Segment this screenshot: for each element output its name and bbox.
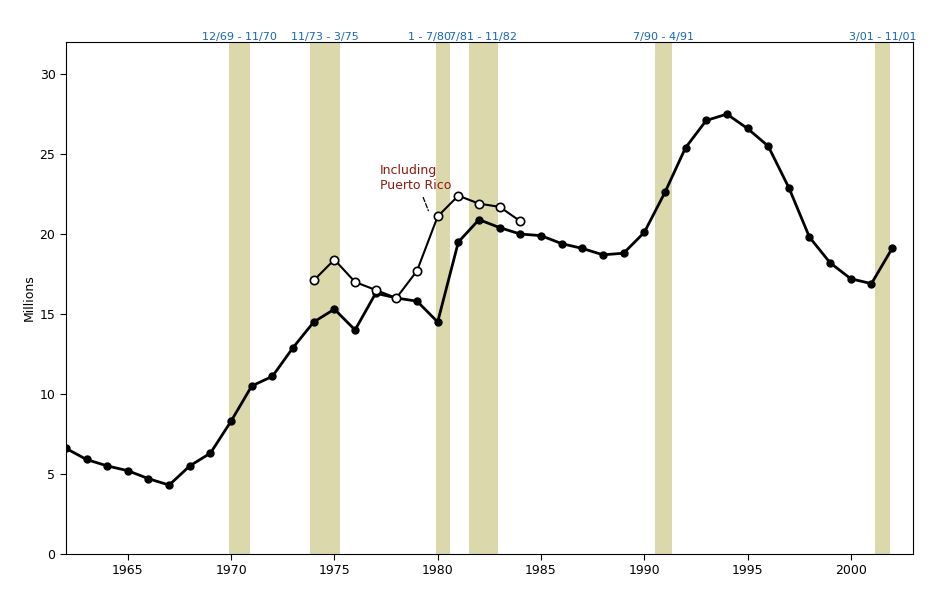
Bar — [311, 42, 340, 554]
Text: Including
Puerto Rico: Including Puerto Rico — [380, 164, 452, 211]
Text: 3/01 - 11/01: 3/01 - 11/01 — [849, 32, 917, 42]
Bar — [436, 42, 450, 554]
Bar — [469, 42, 498, 554]
Text: 7/90 - 4/91: 7/90 - 4/91 — [632, 32, 694, 42]
Text: 1 - 7/80: 1 - 7/80 — [407, 32, 451, 42]
Text: 11/73 - 3/75: 11/73 - 3/75 — [291, 32, 359, 42]
Text: 7/81 - 11/82: 7/81 - 11/82 — [450, 32, 518, 42]
Bar — [875, 42, 890, 554]
Bar — [655, 42, 672, 554]
Text: 12/69 - 11/70: 12/69 - 11/70 — [202, 32, 278, 42]
Bar — [230, 42, 250, 554]
Y-axis label: Millions: Millions — [23, 275, 36, 321]
